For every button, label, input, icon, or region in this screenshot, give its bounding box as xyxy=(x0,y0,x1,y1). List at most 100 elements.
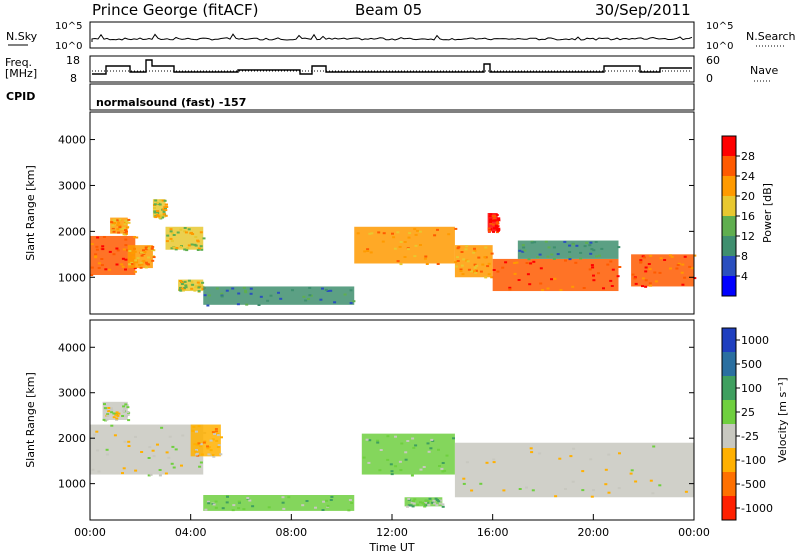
velocity-ylabel: Slant Range [km] xyxy=(24,372,37,468)
colorbar-label-6: -500 xyxy=(741,478,766,491)
data-region-12 xyxy=(487,213,498,232)
data-speckle xyxy=(443,469,447,472)
data-speckle xyxy=(631,273,635,276)
x-tick-label-0: 00:00 xyxy=(74,526,106,539)
data-speckle xyxy=(162,210,166,213)
data-speckle xyxy=(485,461,489,464)
data-speckle xyxy=(579,257,583,260)
data-speckle xyxy=(213,433,216,435)
colorbar-label-3: 16 xyxy=(741,210,755,223)
data-speckle xyxy=(426,442,430,445)
data-speckle xyxy=(684,490,688,493)
data-speckle xyxy=(683,276,687,279)
data-speckle xyxy=(195,452,199,455)
data-speckle xyxy=(146,245,150,248)
data-speckle xyxy=(456,260,460,262)
data-speckle xyxy=(96,236,100,239)
data-speckle xyxy=(322,500,326,503)
freq-strip-frame xyxy=(89,55,695,83)
data-speckle xyxy=(497,219,501,222)
data-speckle xyxy=(412,500,416,503)
data-speckle xyxy=(325,499,328,502)
data-speckle xyxy=(663,259,667,261)
power-colorbar: 4 8 12 16 20 24 28 xyxy=(721,135,755,297)
data-speckle xyxy=(473,249,477,252)
data-speckle xyxy=(118,226,122,229)
data-speckle xyxy=(182,287,186,289)
data-speckle xyxy=(141,260,145,263)
data-speckle xyxy=(377,231,381,234)
data-speckle xyxy=(206,304,210,307)
data-speckle xyxy=(214,500,218,503)
colorbar-segment-1 xyxy=(722,352,736,377)
data-speckle xyxy=(206,447,210,450)
data-speckle xyxy=(492,269,496,271)
data-speckle xyxy=(413,498,417,501)
data-speckle xyxy=(538,452,542,455)
data-speckle xyxy=(495,231,499,234)
data-speckle xyxy=(675,267,679,270)
data-speckle xyxy=(112,253,116,256)
data-speckle xyxy=(211,454,215,457)
data-speckle xyxy=(301,504,305,507)
y-tick-label-2: 3000 xyxy=(58,179,86,192)
data-speckle xyxy=(595,255,598,258)
data-speckle xyxy=(190,280,194,283)
data-speckle xyxy=(462,258,466,261)
data-speckle xyxy=(668,254,672,257)
colorbar-label-1: 8 xyxy=(741,250,748,263)
data-speckle xyxy=(110,424,114,427)
data-speckle xyxy=(259,295,263,298)
data-speckle xyxy=(556,253,560,256)
data-speckle xyxy=(105,453,109,456)
data-speckle xyxy=(424,255,428,258)
data-speckle xyxy=(495,226,499,229)
data-speckle xyxy=(489,213,493,216)
data-speckle xyxy=(115,247,119,250)
nave-tick-bottom: 0 xyxy=(706,72,713,85)
data-speckle xyxy=(607,491,611,494)
data-speckle xyxy=(122,410,126,412)
data-speckle xyxy=(654,280,658,283)
data-speckle xyxy=(128,263,132,266)
data-speckle xyxy=(590,264,594,267)
freq-label-1: Freq. xyxy=(5,56,32,69)
data-speckle xyxy=(408,232,412,235)
data-speckle xyxy=(406,248,410,251)
data-speckle xyxy=(589,241,593,244)
data-speckle xyxy=(604,483,608,486)
data-speckle xyxy=(115,418,119,421)
x-tick-label-4: 16:00 xyxy=(477,526,509,539)
data-speckle xyxy=(319,298,323,301)
data-speckle xyxy=(647,263,651,265)
data-speckle xyxy=(117,221,121,224)
data-speckle xyxy=(134,435,137,438)
data-speckle xyxy=(497,229,501,231)
data-speckle xyxy=(513,272,517,275)
data-speckle xyxy=(475,264,479,267)
data-speckle xyxy=(172,246,176,249)
data-speckle xyxy=(379,449,383,451)
data-speckle xyxy=(150,247,154,250)
data-speckle xyxy=(220,295,224,298)
x-tick-label-3: 12:00 xyxy=(376,526,408,539)
data-speckle xyxy=(197,290,201,293)
data-speckle xyxy=(220,292,224,295)
data-speckle xyxy=(489,221,492,223)
data-speckle xyxy=(489,228,493,231)
data-speckle xyxy=(487,262,491,265)
data-speckle xyxy=(179,286,182,289)
data-speckle xyxy=(590,495,594,498)
data-speckle xyxy=(95,245,99,248)
data-speckle xyxy=(396,231,400,234)
data-speckle xyxy=(459,270,463,272)
data-speckle xyxy=(171,445,175,448)
data-speckle xyxy=(174,248,178,251)
data-speckle xyxy=(267,506,271,509)
station-title: Prince George (fitACF) xyxy=(92,1,258,19)
data-speckle xyxy=(202,441,206,444)
data-speckle xyxy=(123,223,127,226)
data-speckle xyxy=(134,469,138,472)
date-label: 30/Sep/2011 xyxy=(595,1,691,19)
data-speckle xyxy=(424,501,428,504)
